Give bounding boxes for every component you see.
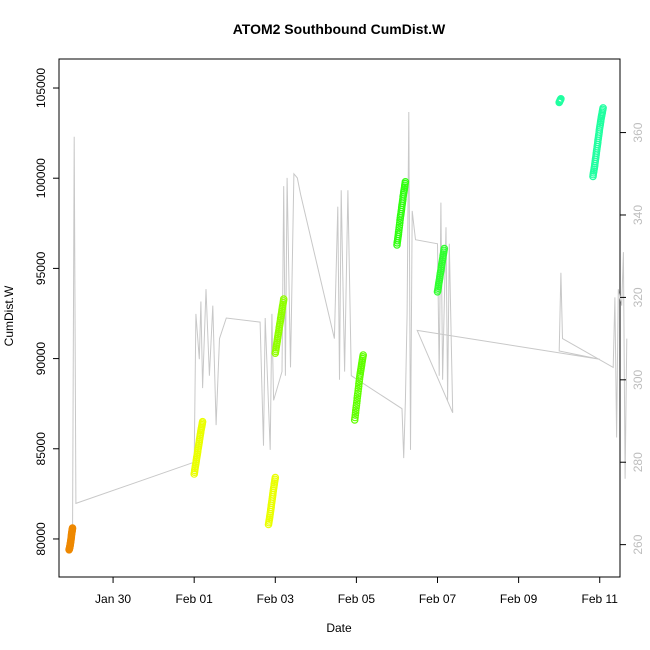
y2-tick-label: 340 bbox=[631, 205, 645, 225]
data-point bbox=[401, 178, 410, 186]
x-axis-label: Date bbox=[326, 621, 352, 635]
series-5 bbox=[393, 178, 410, 249]
x-tick-label: Feb 11 bbox=[581, 592, 618, 606]
data-point bbox=[354, 387, 362, 395]
y-tick-label: 105000 bbox=[34, 68, 48, 108]
data-point bbox=[351, 408, 360, 417]
data-point bbox=[279, 295, 288, 303]
y-tick-label: 85000 bbox=[34, 432, 48, 466]
data-point bbox=[599, 104, 607, 112]
y2-tick-label: 280 bbox=[631, 452, 645, 472]
data-point bbox=[354, 382, 363, 391]
y-tick-label: 100000 bbox=[34, 158, 48, 198]
series-1 bbox=[190, 417, 207, 478]
series-6 bbox=[433, 244, 449, 296]
series-7 bbox=[555, 95, 565, 107]
series-3 bbox=[271, 295, 288, 358]
series-8 bbox=[589, 104, 607, 181]
points-layer bbox=[65, 95, 607, 554]
data-point bbox=[271, 473, 280, 482]
x-tick-label: Feb 07 bbox=[419, 592, 457, 606]
x-tick-label: Feb 05 bbox=[338, 592, 376, 606]
data-point bbox=[353, 396, 361, 405]
y-axis-label: CumDist.W bbox=[2, 285, 16, 346]
series-0 bbox=[65, 524, 77, 554]
data-point bbox=[557, 95, 565, 103]
y2-tick-label: 320 bbox=[631, 287, 645, 307]
x-tick-label: Jan 30 bbox=[95, 592, 131, 606]
series-4 bbox=[350, 351, 368, 424]
data-point bbox=[68, 524, 77, 532]
secondary-series-line bbox=[72, 111, 628, 545]
data-point bbox=[359, 351, 368, 359]
y2-tick-label: 260 bbox=[631, 534, 645, 554]
secondary-line-layer bbox=[72, 111, 628, 545]
y-tick-label: 80000 bbox=[34, 522, 48, 556]
axes-layer: Jan 30 Feb 01 Feb 03 Feb 05 Feb 07 Feb 09 Feb … bbox=[34, 68, 645, 606]
data-point bbox=[440, 244, 449, 253]
y-tick-label: 95000 bbox=[34, 251, 48, 285]
chart-title: ATOM2 Southbound CumDist.W bbox=[233, 21, 446, 37]
y2-tick-label: 360 bbox=[631, 122, 645, 142]
y2-tick-label: 300 bbox=[631, 369, 645, 389]
series-2 bbox=[264, 473, 280, 529]
data-point bbox=[198, 417, 207, 426]
x-tick-label: Feb 03 bbox=[257, 592, 295, 606]
x-tick-label: Feb 09 bbox=[500, 592, 538, 606]
plot-frame bbox=[58, 58, 621, 578]
y-tick-label: 90000 bbox=[34, 342, 48, 376]
x-tick-label: Feb 01 bbox=[176, 592, 214, 606]
